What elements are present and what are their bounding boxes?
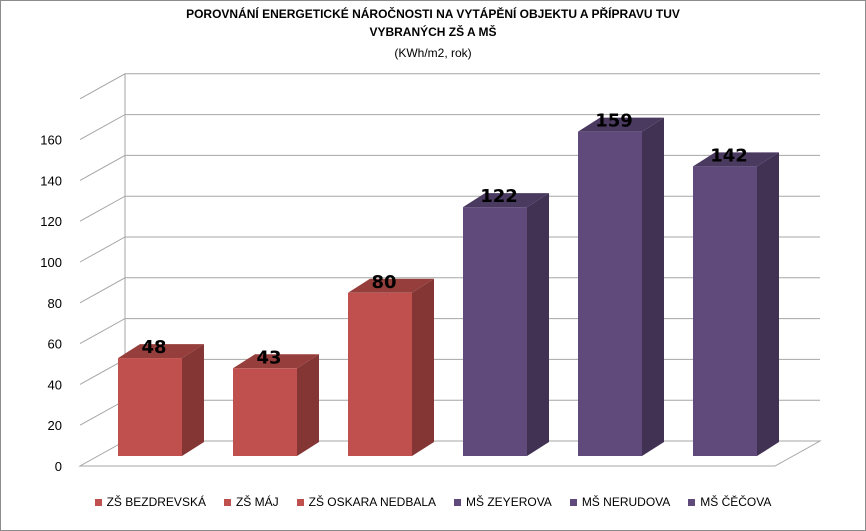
y-tick-label: 160 xyxy=(40,133,62,148)
bar xyxy=(693,166,757,456)
legend-item: ZŠ MÁJ xyxy=(223,495,279,509)
y-tick-label: 120 xyxy=(40,214,62,229)
y-tick-label: 0 xyxy=(55,459,62,474)
bar-side xyxy=(642,117,664,456)
legend-item: ZŠ OSKARA NEDBALA xyxy=(296,495,437,509)
bar-side xyxy=(757,152,779,456)
legend-label: ZŠ OSKARA NEDBALA xyxy=(308,495,437,509)
bar-top xyxy=(463,193,549,208)
legend-swatch xyxy=(296,498,304,506)
bar xyxy=(118,358,182,456)
bar-top xyxy=(118,344,204,359)
gridline xyxy=(79,73,820,100)
data-label: 142 xyxy=(710,145,748,166)
legend-item: MŠ NERUDOVA xyxy=(569,495,671,509)
y-tick-label: 100 xyxy=(40,255,62,270)
chart-title-line2: VYBRANÝCH ZŠ A MŠ xyxy=(369,25,497,39)
data-label: 159 xyxy=(595,111,633,132)
bar xyxy=(578,131,642,456)
legend-swatch xyxy=(94,498,102,506)
legend-swatch xyxy=(569,498,577,506)
legend-swatch xyxy=(454,498,462,506)
y-tick-label: 80 xyxy=(48,296,62,311)
chart-subtitle: (KWh/m2, rok) xyxy=(394,46,472,60)
chart-legend: ZŠ BEZDREVSKÁ ZŠ MÁJ ZŠ OSKARA NEDBALA MŠ Z… xyxy=(0,495,866,509)
legend-item: MŠ ČĚČOVA xyxy=(688,495,771,509)
bar-side xyxy=(297,354,319,456)
bar-top xyxy=(233,354,319,369)
data-label: 122 xyxy=(480,186,518,207)
data-label: 48 xyxy=(141,337,166,358)
bar-side xyxy=(527,193,549,456)
bar-top xyxy=(693,152,779,167)
legend-item: ZŠ BEZDREVSKÁ xyxy=(94,495,206,509)
y-tick-label: 40 xyxy=(48,377,62,392)
bar xyxy=(463,207,527,456)
bar-side xyxy=(182,344,204,456)
legend-label: MŠ NERUDOVA xyxy=(581,495,671,509)
bar xyxy=(348,292,412,456)
legend-label: MŠ ZEYEROVA xyxy=(466,495,552,509)
bar-top xyxy=(348,278,434,293)
data-label: 80 xyxy=(371,272,396,293)
legend-label: ZŠ MÁJ xyxy=(235,495,279,509)
gridline xyxy=(79,114,820,141)
legend-swatch xyxy=(223,498,231,506)
bar xyxy=(233,368,297,456)
bar-side xyxy=(412,278,434,456)
y-tick-label: 20 xyxy=(48,418,62,433)
chart-title: POROVNÁNÍ ENERGETICKÉ NÁROČNOSTI NA VYTÁ… xyxy=(186,7,680,21)
legend-swatch xyxy=(688,498,696,506)
legend-item: MŠ ZEYEROVA xyxy=(454,495,552,509)
y-tick-label: 60 xyxy=(48,337,62,352)
legend-label: MŠ ČĚČOVA xyxy=(700,495,772,509)
legend-label: ZŠ BEZDREVSKÁ xyxy=(106,495,206,509)
data-label: 43 xyxy=(256,347,281,368)
y-tick-label: 140 xyxy=(40,173,62,188)
bar-top xyxy=(578,117,664,132)
